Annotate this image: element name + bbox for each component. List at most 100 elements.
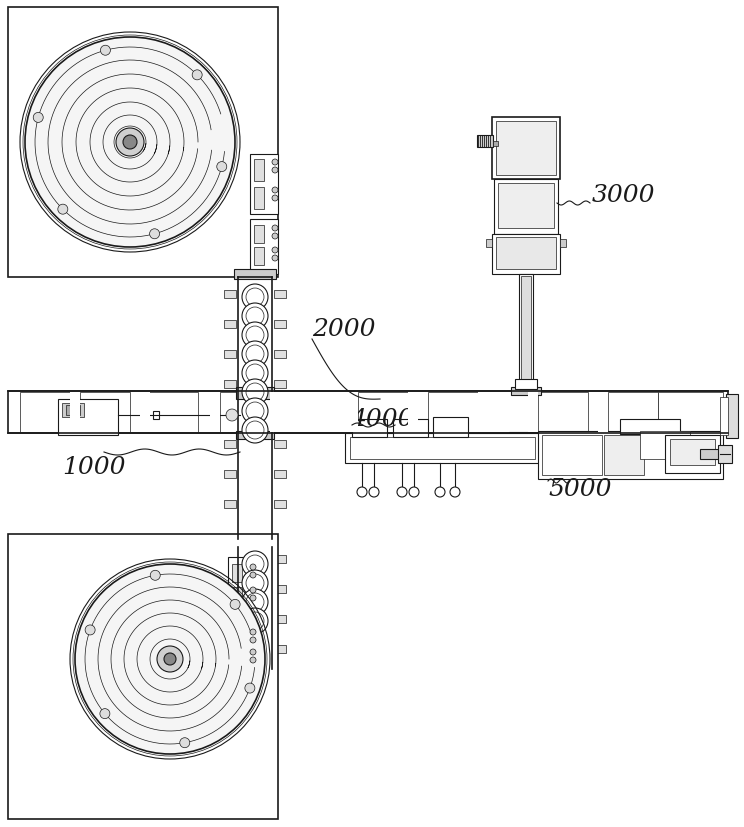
- Circle shape: [369, 487, 379, 497]
- Bar: [598, 393, 608, 433]
- Circle shape: [242, 323, 268, 348]
- Circle shape: [272, 248, 278, 254]
- Bar: [62, 404, 84, 418]
- Bar: [492, 118, 560, 179]
- Circle shape: [58, 205, 68, 215]
- Bar: [492, 235, 560, 275]
- Bar: [477, 136, 493, 148]
- Bar: [538, 393, 588, 433]
- Bar: [358, 393, 408, 433]
- Circle shape: [435, 487, 445, 497]
- Bar: [350, 437, 535, 460]
- Circle shape: [25, 38, 235, 248]
- Bar: [236, 432, 274, 439]
- Bar: [234, 538, 276, 547]
- Bar: [700, 449, 720, 460]
- Circle shape: [242, 284, 268, 311]
- Circle shape: [397, 487, 407, 497]
- Bar: [670, 439, 715, 466]
- Bar: [153, 412, 159, 419]
- Bar: [8, 534, 278, 819]
- Bar: [250, 220, 278, 275]
- Bar: [274, 441, 286, 448]
- Bar: [433, 418, 468, 437]
- Bar: [220, 393, 270, 433]
- Bar: [493, 141, 498, 147]
- Bar: [80, 393, 130, 433]
- Bar: [224, 555, 236, 563]
- Bar: [726, 394, 738, 438]
- Bar: [232, 587, 242, 605]
- Bar: [254, 226, 264, 244]
- Circle shape: [242, 571, 268, 596]
- Circle shape: [75, 564, 265, 754]
- Bar: [224, 380, 236, 389]
- Bar: [70, 393, 80, 433]
- Bar: [232, 649, 242, 665]
- Bar: [8, 391, 728, 433]
- Circle shape: [272, 188, 278, 194]
- Bar: [232, 564, 242, 582]
- Bar: [210, 393, 220, 433]
- Text: 1000: 1000: [62, 456, 126, 479]
- Bar: [274, 586, 286, 593]
- Circle shape: [250, 595, 256, 601]
- Bar: [560, 240, 566, 248]
- Bar: [274, 410, 286, 418]
- Bar: [496, 237, 556, 270]
- Bar: [519, 275, 533, 394]
- Bar: [224, 441, 236, 448]
- Circle shape: [272, 196, 278, 202]
- Circle shape: [250, 587, 256, 593]
- Bar: [511, 388, 541, 395]
- Bar: [228, 557, 256, 617]
- Circle shape: [272, 160, 278, 165]
- Bar: [274, 500, 286, 509]
- Bar: [236, 388, 274, 399]
- Text: 2000: 2000: [312, 318, 376, 341]
- Circle shape: [272, 234, 278, 240]
- Bar: [224, 586, 236, 593]
- Circle shape: [242, 590, 268, 615]
- Circle shape: [180, 738, 190, 748]
- Bar: [620, 419, 680, 434]
- Circle shape: [230, 600, 240, 609]
- Circle shape: [157, 646, 183, 672]
- Bar: [224, 351, 236, 359]
- Text: 3000: 3000: [592, 184, 655, 208]
- Bar: [521, 277, 531, 391]
- Bar: [486, 240, 492, 248]
- Circle shape: [250, 649, 256, 655]
- Circle shape: [272, 256, 278, 261]
- Bar: [538, 432, 723, 480]
- Circle shape: [150, 229, 159, 240]
- Bar: [352, 419, 387, 437]
- Bar: [274, 380, 286, 389]
- Bar: [224, 471, 236, 479]
- Bar: [274, 615, 286, 624]
- Bar: [224, 321, 236, 328]
- Bar: [658, 393, 723, 433]
- Bar: [496, 122, 556, 176]
- Bar: [498, 184, 554, 229]
- Bar: [494, 179, 558, 235]
- Bar: [228, 622, 256, 677]
- Circle shape: [250, 564, 256, 571]
- Circle shape: [250, 629, 256, 635]
- Bar: [274, 321, 286, 328]
- Bar: [20, 393, 70, 433]
- Bar: [274, 645, 286, 653]
- Bar: [528, 393, 538, 433]
- Bar: [224, 290, 236, 299]
- Circle shape: [242, 399, 268, 424]
- Bar: [250, 155, 278, 215]
- Circle shape: [100, 46, 110, 56]
- Bar: [718, 446, 732, 463]
- Circle shape: [242, 342, 268, 367]
- Circle shape: [226, 409, 238, 422]
- Bar: [224, 615, 236, 624]
- Bar: [640, 432, 690, 460]
- Circle shape: [217, 162, 227, 172]
- Bar: [274, 351, 286, 359]
- Bar: [720, 398, 728, 436]
